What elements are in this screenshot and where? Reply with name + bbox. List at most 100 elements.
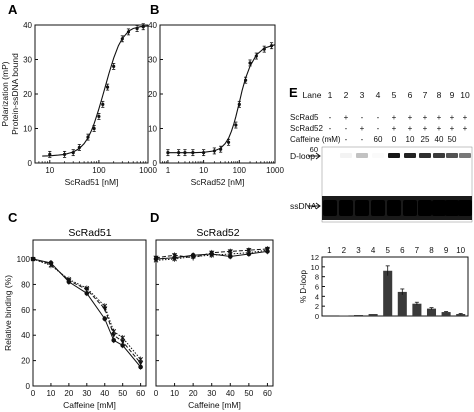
row-value-scrad5: -: [329, 113, 332, 122]
plot-frame-b: [159, 24, 276, 164]
x-tick-label-d: 50: [244, 389, 253, 398]
dloop-band: [388, 153, 400, 158]
y-tick-label-c: 100: [17, 255, 31, 264]
data-point-a: [97, 114, 101, 119]
ssdna-band: [445, 200, 459, 216]
ssdna-band: [355, 200, 369, 216]
bar-e: [426, 308, 437, 316]
data-point-c: [111, 337, 117, 343]
data-point-a: [105, 85, 110, 89]
y-tick-label-e: 4: [315, 292, 319, 301]
row-value-scrad52: +: [450, 124, 455, 133]
y-tick-label-e: 2: [315, 302, 319, 311]
bar-e: [397, 291, 407, 316]
data-point-b: [254, 54, 258, 58]
data-point-c: [111, 329, 117, 334]
row-value-scrad52: +: [408, 124, 413, 133]
row-value-scrad52: -: [377, 124, 380, 133]
data-point-d: [171, 253, 178, 258]
category-label-e: 3: [356, 246, 361, 255]
y-tick-label-c: 0: [26, 382, 31, 391]
y-tick-label-a: 40: [23, 21, 32, 30]
data-point-a: [92, 126, 96, 131]
data-point-a: [135, 26, 139, 31]
dloop-band: [446, 153, 458, 158]
ssdna-band: [387, 200, 401, 216]
ssdna-band: [418, 200, 432, 216]
row-value-caffeine: 0: [392, 135, 397, 144]
dloop-band: [404, 153, 416, 158]
x-tick-label-b: 1: [166, 166, 171, 175]
x-tick-label-d: 20: [189, 389, 198, 398]
data-point-d: [172, 256, 177, 262]
ssdna-band: [403, 200, 417, 216]
y-tick-label-b: 40: [148, 21, 157, 30]
x-tick-label-c: 10: [46, 389, 55, 398]
data-point-a: [126, 30, 131, 34]
x-axis-label-c: Caffeine [mM]: [63, 400, 116, 410]
lane-number: 5: [392, 90, 397, 100]
chart-b: 1 10 100 1000 0 10 20 30 40 ScRad52 [nM]: [148, 21, 284, 187]
y-tick-label-a: 20: [23, 90, 32, 99]
row-value-scrad52: +: [360, 124, 365, 133]
data-point-a: [112, 64, 116, 68]
row-value-scrad52: +: [423, 124, 428, 133]
lane-header: Lane: [303, 90, 322, 100]
data-point-b: [191, 151, 195, 155]
x-tick-label-c: 60: [136, 389, 145, 398]
data-point-c: [138, 361, 144, 366]
lane-number: 9: [450, 90, 455, 100]
row-label-scrad52: ScRad52: [290, 124, 323, 133]
bar-e: [441, 312, 451, 316]
chart-d: ScRad52 0 10 20 30 40 50 60 Caffeine [mM]: [153, 227, 274, 410]
y-tick-label-b: 30: [148, 56, 157, 65]
gel-marker-60: 60: [310, 145, 318, 154]
y-tick-label-e: 8: [315, 273, 319, 282]
panel-letter-d: D: [150, 210, 159, 225]
y-tick-label-e: 6: [315, 283, 319, 292]
dloop-band: [419, 153, 431, 158]
row-value-caffeine: 50: [448, 135, 457, 144]
data-point-b: [202, 151, 206, 155]
data-point-d: [190, 254, 196, 259]
data-point-d: [153, 257, 159, 263]
row-value-scrad52: +: [392, 124, 397, 133]
category-label-e: 6: [400, 246, 405, 255]
data-point-b: [243, 78, 248, 82]
data-point-b: [183, 151, 187, 155]
plot-frame-a: [34, 24, 149, 164]
x-tick-label-a: 10: [45, 166, 54, 175]
row-value-caffeine: 25: [421, 135, 430, 144]
y-tick-label-c: 40: [21, 331, 30, 340]
row-value-scrad5: -: [377, 113, 380, 122]
data-point-c: [84, 285, 90, 291]
ssdna-band: [371, 200, 385, 216]
data-point-a: [141, 25, 145, 29]
bar-e: [412, 303, 422, 316]
chart-d-title: ScRad52: [196, 227, 239, 239]
x-tick-label-d: 30: [207, 389, 216, 398]
lane-number: 8: [437, 90, 442, 100]
x-tick-label-c: 40: [100, 389, 109, 398]
plot-frame-e: [321, 256, 469, 317]
lane-number: 6: [408, 90, 413, 100]
plot-frame-c: [32, 239, 147, 387]
row-value-caffeine: 40: [435, 135, 444, 144]
y-tick-label-a: 10: [23, 125, 32, 134]
x-tick-label-d: 40: [226, 389, 235, 398]
x-tick-label-d: 0: [154, 389, 159, 398]
dloop-band: [356, 153, 368, 158]
x-tick-label-b: 100: [233, 166, 247, 175]
category-label-e: 8: [429, 246, 434, 255]
y-axis-label-e: % D-loop: [299, 270, 308, 303]
row-value-caffeine: -: [329, 135, 332, 144]
category-label-e: 10: [456, 246, 465, 255]
x-tick-label-a: 100: [92, 166, 106, 175]
panel-letter-b: B: [150, 2, 159, 17]
bar-e: [456, 314, 466, 316]
x-tick-label-b: 10: [199, 166, 208, 175]
data-point-a: [101, 102, 105, 106]
data-point-c: [111, 333, 117, 338]
